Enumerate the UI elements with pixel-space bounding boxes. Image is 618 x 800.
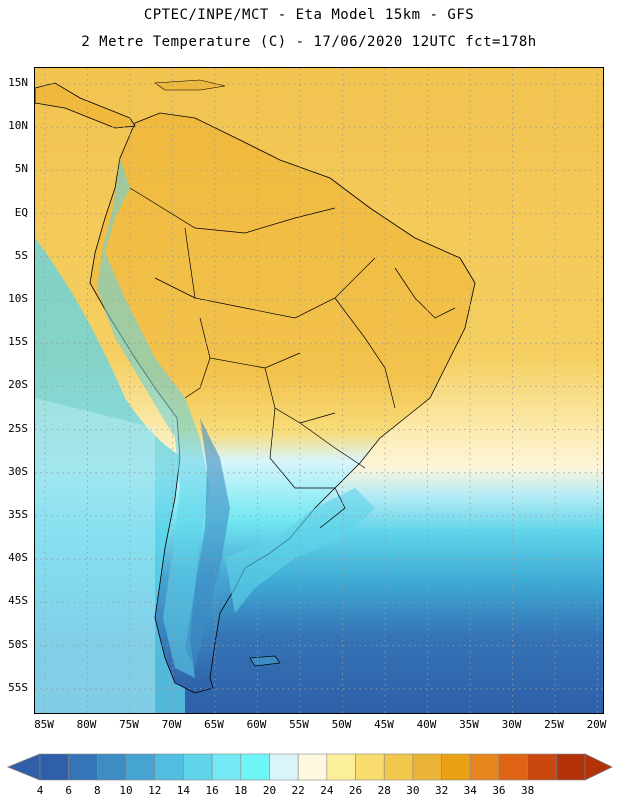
longitude-label: 65W (204, 718, 224, 731)
colorbar-value-label: 12 (148, 784, 162, 797)
longitude-label: 60W (246, 718, 267, 731)
colorbar-value-label: 4 (36, 784, 44, 797)
colorbar-value-label: 14 (176, 784, 191, 797)
latitude-label: 35S (8, 508, 28, 521)
longitude-label: 50W (331, 718, 352, 731)
latitude-label: 15S (8, 335, 28, 349)
colorbar-value-label: 38 (521, 784, 535, 797)
map-title-line2: 2 Metre Temperature (C) - 17/06/2020 12U… (81, 34, 537, 50)
longitude-label: 35W (459, 718, 479, 731)
latitude-label: 10N (8, 119, 28, 133)
graticule (35, 68, 603, 713)
country-borders (129, 187, 456, 529)
colorbar-swatch (355, 753, 385, 781)
colorbar-swatch (412, 753, 442, 781)
colorbar-value-label: 16 (205, 784, 219, 797)
longitude-label: 45W (374, 718, 394, 731)
colorbar-value-label: 20 (262, 784, 277, 797)
colorbar-swatch (97, 753, 127, 781)
temperature-colorbar (6, 753, 613, 781)
colorbar-swatch (39, 753, 69, 781)
longitude-label: 85W (34, 718, 54, 731)
colorbar-value-label: 24 (320, 784, 334, 797)
colorbar-value-label: 26 (348, 784, 363, 797)
colorbar-value-label: 22 (291, 784, 305, 797)
colorbar-low-arrow (6, 753, 41, 781)
colorbar-swatch (269, 753, 299, 781)
colorbar-value-label: 32 (434, 784, 449, 797)
latitude-label: 5N (14, 162, 28, 176)
pacific-cool-band (35, 238, 185, 713)
longitude-label: 30W (501, 718, 522, 731)
colorbar-value-label: 34 (463, 784, 477, 797)
latitude-label: 50S (8, 637, 28, 651)
longitude-label: 25W (544, 718, 564, 731)
latitude-label: 55S (8, 680, 28, 694)
colorbar-swatch (383, 753, 414, 781)
map-canvas (35, 68, 603, 713)
latitude-label: 45S (8, 594, 28, 608)
colorbar-value-label: 30 (406, 784, 420, 797)
colorbar-swatch (527, 753, 557, 781)
central-america-land (35, 82, 136, 129)
longitude-label: 40W (416, 718, 437, 731)
colorbar-swatch (68, 753, 98, 781)
longitude-label: 55W (289, 718, 309, 731)
map-title-line1: CPTEC/INPE/MCT - Eta Model 15km - GFS (143, 7, 475, 23)
colorbar-value-label: 6 (65, 784, 72, 797)
latitude-label: 25S (8, 421, 28, 435)
latitude-label: 40S (8, 551, 28, 565)
colorbar-swatch (183, 753, 213, 781)
temperature-map (34, 67, 604, 714)
colorbar-value-label: 8 (94, 784, 101, 797)
colorbar-swatch (326, 753, 356, 781)
colorbar-swatch (498, 753, 528, 781)
colorbar-swatch (556, 753, 586, 781)
latitude-label: 20S (8, 378, 28, 392)
longitude-label: 20W (586, 718, 607, 731)
colorbar-value-label: 18 (234, 784, 248, 797)
latitude-label: EQ (14, 205, 28, 219)
longitude-label: 80W (76, 718, 97, 731)
latitude-label: 10S (8, 292, 28, 305)
colorbar-swatch (297, 753, 328, 781)
longitude-label: 70W (161, 718, 182, 731)
colorbar-swatch (469, 753, 500, 781)
colorbar-value-label: 28 (377, 784, 391, 797)
latitude-label: 5S (14, 248, 28, 262)
colorbar-value-label: 36 (492, 784, 506, 797)
colorbar-swatch (125, 753, 156, 781)
longitude-label: 75W (119, 718, 139, 731)
colorbar-swatch (240, 753, 270, 781)
colorbar-high-arrow (584, 753, 613, 781)
colorbar-value-label: 10 (119, 784, 133, 797)
latitude-label: 15N (8, 76, 28, 89)
latitude-label: 30S (8, 464, 28, 478)
colorbar-swatch (211, 753, 242, 781)
colorbar-swatch (154, 753, 184, 781)
colorbar-swatch (441, 753, 471, 781)
